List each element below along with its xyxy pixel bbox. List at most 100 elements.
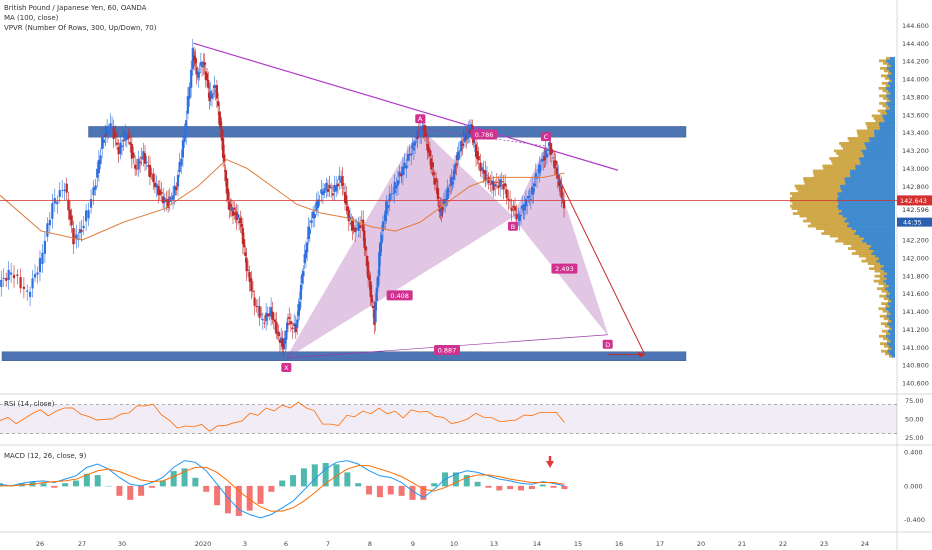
price-tick-label: 143.200 [902, 147, 929, 155]
vpvr-bar [844, 177, 895, 180]
candle-body [188, 86, 191, 99]
candle-body [543, 155, 546, 161]
vpvr-bar [870, 244, 895, 248]
candle-body [354, 227, 357, 233]
candle-body [412, 147, 415, 151]
candle-body [26, 290, 29, 292]
vpvr-bar [797, 189, 842, 193]
vpvr-bar [873, 249, 895, 253]
candle-body [235, 211, 238, 221]
vpvr-bar [822, 164, 856, 168]
candle-body [301, 273, 304, 284]
candle-body [272, 319, 275, 321]
candle-body [562, 199, 565, 201]
candle-body [421, 125, 424, 129]
vpvr-bar [887, 71, 892, 75]
time-tick-label: 30 [118, 540, 126, 548]
candle-body [70, 215, 73, 226]
macd-histogram-bar [235, 485, 242, 517]
candle-body [537, 169, 540, 171]
candle-body [479, 162, 482, 172]
candle-body [442, 199, 446, 204]
vpvr-bar [848, 222, 895, 225]
macd-histogram-bar [203, 485, 210, 492]
vpvr-bar [886, 277, 895, 281]
price-tick-label: 140.600 [902, 380, 929, 388]
candle-body [138, 161, 142, 164]
candle-body [175, 186, 178, 191]
candle-body [405, 165, 408, 169]
candle-body [286, 323, 290, 325]
macd-histogram-bar [224, 485, 231, 514]
macd-title: MACD (12, 26, close, 9) [4, 452, 87, 460]
candle-body [273, 319, 277, 322]
vpvr-bar [889, 76, 895, 80]
candle-body [538, 164, 541, 173]
vpvr-bar [887, 329, 895, 333]
candle-body [51, 203, 54, 219]
vpvr-bar [851, 244, 871, 248]
candle-body [456, 152, 459, 161]
vpvr-bar [791, 194, 839, 198]
candle-body [307, 226, 310, 239]
candle-body [85, 210, 88, 222]
candle-body [160, 191, 163, 194]
candle-body [213, 85, 216, 89]
vpvr-bar [886, 334, 895, 338]
candle-body [80, 229, 83, 232]
vpvr-bar [883, 264, 895, 268]
vpvr-bar [863, 237, 895, 240]
candle-body [352, 225, 355, 227]
macd-histogram-bar [105, 485, 112, 487]
macd-histogram-bar [257, 485, 264, 504]
candle-body [275, 321, 278, 334]
candle-body [251, 290, 255, 292]
candle-body [162, 196, 165, 204]
vpvr-bar [888, 317, 895, 321]
candle-body [197, 72, 200, 78]
macd-histogram-bar [279, 480, 286, 487]
vpvr-bar [889, 352, 895, 356]
vpvr-bar [861, 259, 877, 263]
candle-body [246, 270, 250, 271]
candle-body [58, 190, 61, 197]
candle-body [224, 170, 227, 182]
vpvr-bar [864, 142, 895, 145]
time-tick-label: 23 [820, 540, 828, 548]
vpvr-bar [881, 289, 888, 293]
vpvr-bar [891, 347, 895, 351]
candle-body [547, 149, 550, 151]
vpvr-bar [837, 204, 895, 208]
symbol-title: British Pound / Japanese Yen, 60, OANDA [4, 4, 147, 12]
candle-body [512, 205, 515, 208]
vpvr-bar [840, 187, 895, 190]
vpvr-bar [882, 337, 889, 341]
candle-body [502, 184, 505, 190]
vpvr-bar [877, 109, 886, 113]
macd-histogram-bar [463, 475, 470, 487]
macd-histogram-bar [192, 477, 199, 487]
candle-body [276, 330, 279, 332]
time-tick-label: 26 [36, 540, 44, 548]
candle-body [46, 223, 49, 237]
candle-body [134, 164, 137, 169]
vpvr-bar [888, 327, 892, 331]
candle-body [291, 327, 294, 330]
vpvr-bar [854, 232, 895, 235]
vpvr-bar [886, 314, 895, 318]
vpvr-bar [882, 96, 889, 100]
vpvr-bar [830, 159, 860, 163]
vpvr-bar [886, 99, 891, 103]
candle-body [345, 195, 348, 205]
candle-body [261, 319, 264, 321]
vpvr-bar [844, 219, 895, 223]
vpvr-bar [790, 192, 838, 195]
candle-body [178, 162, 181, 173]
vpvr-bar [887, 322, 895, 326]
candle-body [446, 187, 449, 199]
time-tick-label: 15 [574, 540, 582, 548]
down-arrow-icon [546, 461, 555, 468]
vpvr-bar [889, 106, 895, 110]
time-tick-label: 3 [243, 540, 247, 548]
resistance-zone [88, 126, 687, 138]
